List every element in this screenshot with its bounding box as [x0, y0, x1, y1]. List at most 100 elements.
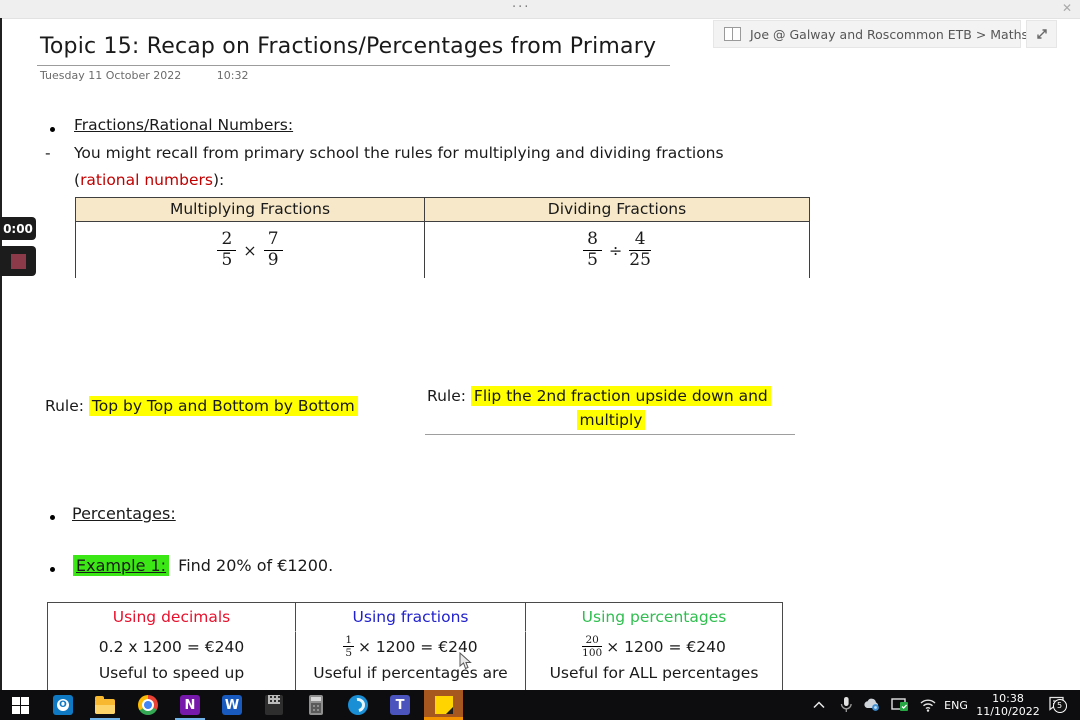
- clock[interactable]: 10:38 11/10/2022: [962, 690, 1054, 720]
- notification-count-badge: 5: [1052, 698, 1067, 713]
- fractions-table-header: Multiplying Fractions Dividing Fractions: [75, 197, 810, 222]
- rule-multiplying-highlight: Top by Top and Bottom by Bottom: [88, 396, 358, 416]
- taskbar-whiteboard[interactable]: [340, 690, 376, 720]
- expand-diagonal-icon: [1035, 27, 1049, 41]
- recording-timer[interactable]: 0:00: [0, 217, 36, 240]
- horizontal-rule: [425, 434, 795, 435]
- heading-fractions: Fractions/Rational Numbers:: [74, 116, 294, 134]
- rule-dividing: Rule: Flip the 2nd fraction upside down …: [427, 386, 771, 406]
- fractions-table[interactable]: Multiplying Fractions Dividing Fractions…: [75, 197, 810, 278]
- rational-numbers-line: (rational numbers):: [74, 171, 224, 189]
- rational-numbers-red: rational numbers: [80, 171, 213, 189]
- active-indicator: [424, 717, 463, 720]
- decimals-math: 0.2 x 1200 = €240: [48, 632, 296, 661]
- example1-label: Example 1:: [73, 555, 170, 576]
- taskbar-onenote[interactable]: N: [172, 690, 208, 720]
- taskbar-calculator[interactable]: [256, 690, 292, 720]
- bullet-dot: [50, 515, 55, 520]
- teams-icon: T: [390, 695, 410, 715]
- taskbar-file-explorer[interactable]: [87, 690, 123, 720]
- taskbar-teams[interactable]: T: [382, 690, 418, 720]
- breadcrumb-text: Joe @ Galway and Roscommon ETB > Maths: [750, 26, 1029, 42]
- more-options-button[interactable]: ···: [512, 0, 531, 15]
- microphone-icon[interactable]: [833, 690, 859, 720]
- breadcrumb[interactable]: Joe @ Galway and Roscommon ETB > Maths: [713, 20, 1042, 48]
- page-time: 10:32: [216, 69, 249, 82]
- mouse-cursor: [459, 651, 473, 674]
- percentages-note: Useful for ALL percentages: [549, 664, 759, 682]
- taskbar-outlook[interactable]: O: [45, 690, 81, 720]
- notebook-icon: [724, 27, 742, 41]
- taskbar-calculator-alt[interactable]: [298, 690, 334, 720]
- paren-open: (: [74, 171, 81, 189]
- header-dividing: Dividing Fractions: [547, 200, 687, 218]
- left-edge-border: [0, 18, 2, 690]
- start-button[interactable]: [2, 690, 38, 720]
- stop-icon: [10, 253, 26, 269]
- running-indicator: [90, 717, 120, 720]
- rule-dividing-highlight-line1: Flip the 2nd fraction upside down and: [470, 386, 771, 406]
- example1-text: Find 20% of €1200.: [178, 556, 334, 575]
- bullet-dot: [50, 567, 55, 572]
- paren-close: ):: [212, 171, 225, 189]
- taskbar-chrome[interactable]: [130, 690, 166, 720]
- notification-icon: 5: [1048, 696, 1067, 715]
- taskbar-sticky-notes-active[interactable]: [424, 690, 463, 720]
- bullet-dot: [50, 127, 55, 132]
- wifi-icon[interactable]: [914, 690, 942, 720]
- chrome-icon: [138, 695, 158, 715]
- col-using-fractions-title: Using fractions: [296, 603, 526, 632]
- page-date-row: Tuesday 11 October 2022 10:32: [40, 69, 248, 82]
- rule-dividing-highlight-line2: multiply: [576, 410, 646, 430]
- fraction: 4 25: [629, 228, 651, 270]
- sticky-notes-icon: [434, 696, 453, 714]
- percentage-methods-table[interactable]: Using decimals Using fractions Using per…: [47, 602, 783, 720]
- example1-line: Example 1: Find 20% of €1200.: [73, 555, 334, 576]
- calculator-icon: [265, 695, 283, 715]
- percentages-math: 20 100 × 1200 = €240: [582, 633, 726, 659]
- rule-label: Rule:: [427, 387, 466, 405]
- onedrive-icon[interactable]: [858, 690, 886, 720]
- intro-line: You might recall from primary school the…: [74, 144, 724, 162]
- multiply-operator: ×: [243, 240, 257, 260]
- stop-recording-button[interactable]: [0, 246, 36, 276]
- page-title[interactable]: Topic 15: Recap on Fractions/Percentages…: [37, 34, 670, 66]
- outlook-icon: O: [53, 695, 73, 715]
- calculator-alt-icon: [309, 695, 323, 715]
- taskbar-word[interactable]: W: [214, 690, 250, 720]
- display-status-icon[interactable]: [886, 690, 914, 720]
- rule-dividing-line2: multiply: [427, 410, 795, 430]
- heading-percentages: Percentages:: [72, 504, 176, 523]
- onenote-icon: N: [180, 695, 200, 715]
- file-explorer-icon: [95, 696, 115, 714]
- col-using-decimals-title: Using decimals: [48, 603, 296, 632]
- running-indicator: [175, 717, 205, 720]
- clock-time: 10:38: [992, 692, 1024, 705]
- notifications-button[interactable]: 5: [1038, 690, 1074, 720]
- divide-operator: ÷: [608, 240, 623, 260]
- tray-show-hidden-icons[interactable]: [806, 690, 832, 720]
- expand-button[interactable]: [1026, 20, 1057, 48]
- windows-logo-icon: [11, 696, 29, 714]
- taskbar: O N W T ENG 10: [0, 690, 1080, 720]
- header-multiplying: Multiplying Fractions: [76, 198, 425, 221]
- word-icon: W: [222, 695, 242, 715]
- rule-label: Rule:: [45, 397, 84, 415]
- close-button[interactable]: ✕: [1061, 1, 1072, 15]
- clock-date: 11/10/2022: [976, 705, 1040, 718]
- col-using-percentages-title: Using percentages: [581, 608, 727, 626]
- dash-marker: -: [45, 144, 51, 162]
- page-date: Tuesday 11 October 2022: [40, 69, 182, 82]
- rule-multiplying: Rule: Top by Top and Bottom by Bottom: [45, 396, 358, 416]
- fraction: 20 100: [582, 633, 603, 659]
- whiteboard-icon: [348, 695, 368, 715]
- language-indicator[interactable]: ENG: [944, 698, 968, 712]
